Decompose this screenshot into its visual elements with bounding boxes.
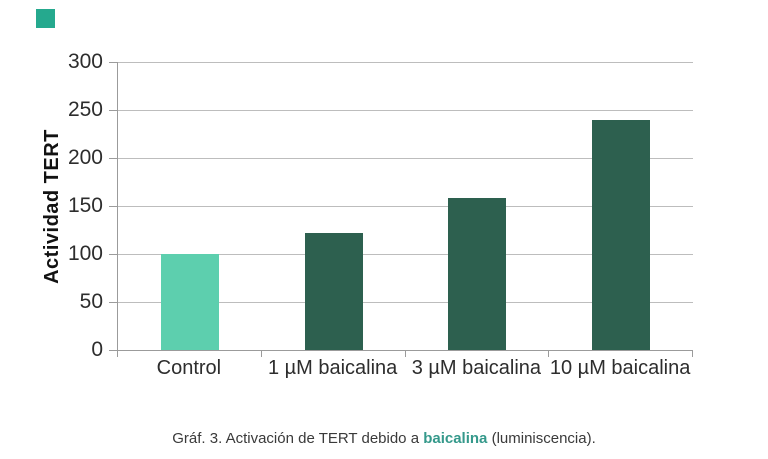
x-label-control: Control	[156, 357, 222, 379]
x-label-3-m-baicalina: 3 µM baicalina	[411, 357, 542, 379]
bar-10-m-baicalina	[592, 119, 651, 350]
y-tick-label-300: 300	[67, 50, 103, 73]
y-tick-label-0: 0	[91, 338, 103, 361]
plot-area	[117, 61, 693, 351]
gridline-50	[118, 301, 693, 303]
y-tick-label-100: 100	[67, 242, 103, 265]
y-tick-mark-200	[109, 158, 117, 159]
x-label-10-m-baicalina: 10 µM baicalina	[549, 357, 691, 379]
bar-1-m-baicalina	[304, 232, 363, 350]
figure-caption: Gráf. 3. Activación de TERT debido a bai…	[0, 430, 768, 447]
teal-square-icon	[36, 9, 55, 28]
y-tick-label-150: 150	[67, 194, 103, 217]
caption-suffix: (luminiscencia).	[487, 430, 596, 447]
x-tick-mark-3	[548, 351, 550, 357]
bar-control	[160, 254, 219, 350]
gridline-150	[118, 205, 693, 207]
y-tick-mark-250	[109, 110, 117, 111]
y-tick-mark-150	[109, 206, 117, 207]
y-tick-mark-0	[109, 350, 117, 351]
gridline-250	[118, 109, 693, 111]
x-tick-mark-1	[260, 351, 262, 357]
x-tick-mark-4	[692, 351, 693, 357]
x-tick-mark-0	[117, 351, 118, 357]
caption-prefix: Gráf. 3. Activación de TERT debido a	[172, 430, 424, 447]
y-tick-label-200: 200	[67, 146, 103, 169]
y-tick-mark-50	[109, 302, 117, 303]
caption-highlight: baicalina	[423, 430, 488, 447]
y-tick-mark-100	[109, 254, 117, 255]
y-tick-mark-300	[109, 62, 117, 63]
bar-3-m-baicalina	[448, 198, 507, 350]
x-tick-mark-2	[404, 351, 406, 357]
y-tick-label-250: 250	[67, 98, 103, 121]
gridline-300	[118, 61, 693, 63]
x-label-1-m-baicalina: 1 µM baicalina	[267, 357, 398, 379]
gridline-200	[118, 157, 693, 159]
gridline-100	[118, 253, 693, 255]
y-tick-label-50: 50	[79, 290, 103, 313]
